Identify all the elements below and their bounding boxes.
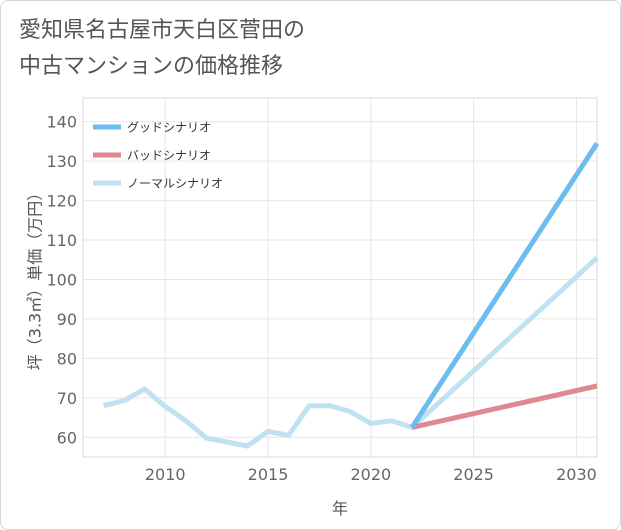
series-line-2 (102, 255, 599, 449)
chart-title-line-2: 中古マンションの価格推移 (19, 54, 284, 79)
plot-frame (82, 97, 598, 458)
y-tick-label: 140 (46, 113, 77, 132)
y-tick-label: 60 (57, 428, 77, 447)
legend-label: ノーマルシナリオ (127, 177, 223, 191)
chart-title: 愛知県名古屋市天白区菅田の 中古マンションの価格推移 (19, 13, 305, 85)
series-line-0 (409, 142, 600, 429)
axis-ticks: 2010 2015 2020 2025 2030 60 70 80 90 100 110 120 130… (46, 113, 596, 484)
grid (83, 98, 597, 457)
y-tick-label: 130 (46, 152, 77, 171)
x-axis-label: 年 (332, 499, 348, 518)
series-line-1 (411, 383, 598, 430)
legend-label: グッドシナリオ (127, 121, 211, 135)
y-tick-label: 70 (57, 389, 77, 408)
x-tick-label: 2030 (556, 465, 597, 484)
x-tick-label: 2010 (145, 465, 186, 484)
y-tick-label: 120 (46, 192, 77, 211)
series-lines (102, 142, 600, 449)
y-tick-label: 90 (57, 310, 77, 329)
y-axis-label: 坪（3.3㎡）単価（万円） (26, 185, 45, 370)
y-tick-label: 80 (57, 349, 77, 368)
x-tick-label: 2025 (453, 465, 494, 484)
legend-label: バッドシナリオ (127, 149, 211, 163)
y-tick-label: 110 (46, 231, 77, 250)
chart-title-line-1: 愛知県名古屋市天白区菅田の (19, 18, 306, 43)
x-tick-label: 2015 (248, 465, 289, 484)
y-tick-label: 100 (46, 270, 77, 289)
x-tick-label: 2020 (350, 465, 391, 484)
